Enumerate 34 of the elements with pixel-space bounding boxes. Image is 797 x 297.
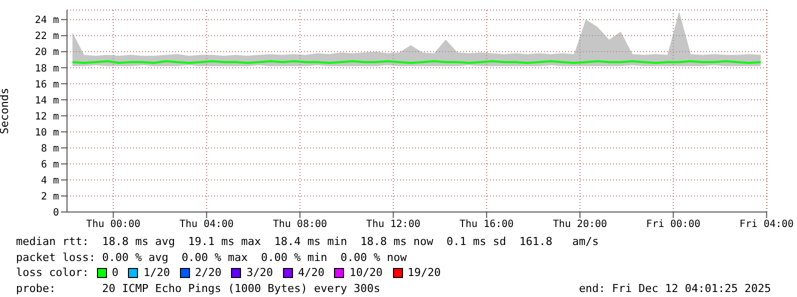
y-tick-label: 10 m	[34, 127, 59, 138]
x-tick-label: Thu 00:00	[86, 219, 140, 230]
y-axis-title: Seconds	[0, 88, 11, 134]
text: median rtt: 18.8 ms avg 19.1 ms max 18.4 ms min 18.8 ms now 0.1 ms sd 161.8 am/s	[16, 234, 600, 250]
x-tick-label: Fri 00:00	[646, 219, 700, 230]
x-tick-label: Thu 16:00	[460, 219, 514, 230]
legend-label: 10/20	[349, 265, 383, 280]
y-tick-label: 20 m	[34, 47, 59, 58]
y-tick-label: 6 m	[40, 159, 59, 170]
y-tick-label: 2 m	[40, 192, 59, 203]
y-tick-label: 12 m	[34, 111, 59, 122]
legend-label: 2/20	[194, 265, 222, 280]
y-tick-label: 22 m	[34, 31, 59, 42]
y-tick-label: 18 m	[34, 63, 59, 74]
y-tick-label: 4 m	[40, 175, 59, 186]
x-tick-label: Thu 12:00	[366, 219, 420, 230]
legend-label: 19/20	[408, 265, 441, 280]
text: end: Fri Dec 12 04:01:25 2025	[578, 280, 771, 296]
legend-label: 4/20	[298, 265, 324, 280]
y-tick-label: 16 m	[34, 79, 59, 90]
text: probe: 20 ICMP Echo Pings (1000 Bytes) every 300s	[16, 280, 382, 296]
x-tick-label: Thu 08:00	[272, 219, 328, 230]
legend-label: 3/20	[246, 265, 273, 280]
legend-label: 1/20	[143, 265, 170, 280]
x-tick-label: Thu 20:00	[552, 219, 608, 230]
legend-label: 0	[112, 265, 118, 280]
x-tick-label: Thu 04:00	[180, 219, 234, 230]
y-tick-label: 0	[52, 208, 59, 219]
y-tick-label: 8 m	[40, 143, 59, 154]
text: packet loss: 0.00 % avg 0.00 % max 0.00 % min 0.00 % now	[16, 250, 408, 265]
y-tick-label: 14 m	[34, 95, 59, 106]
legend-title: loss color:	[16, 265, 89, 280]
x-tick-label: Fri 04:00	[740, 219, 794, 230]
y-tick-label: 24 m	[34, 15, 59, 26]
